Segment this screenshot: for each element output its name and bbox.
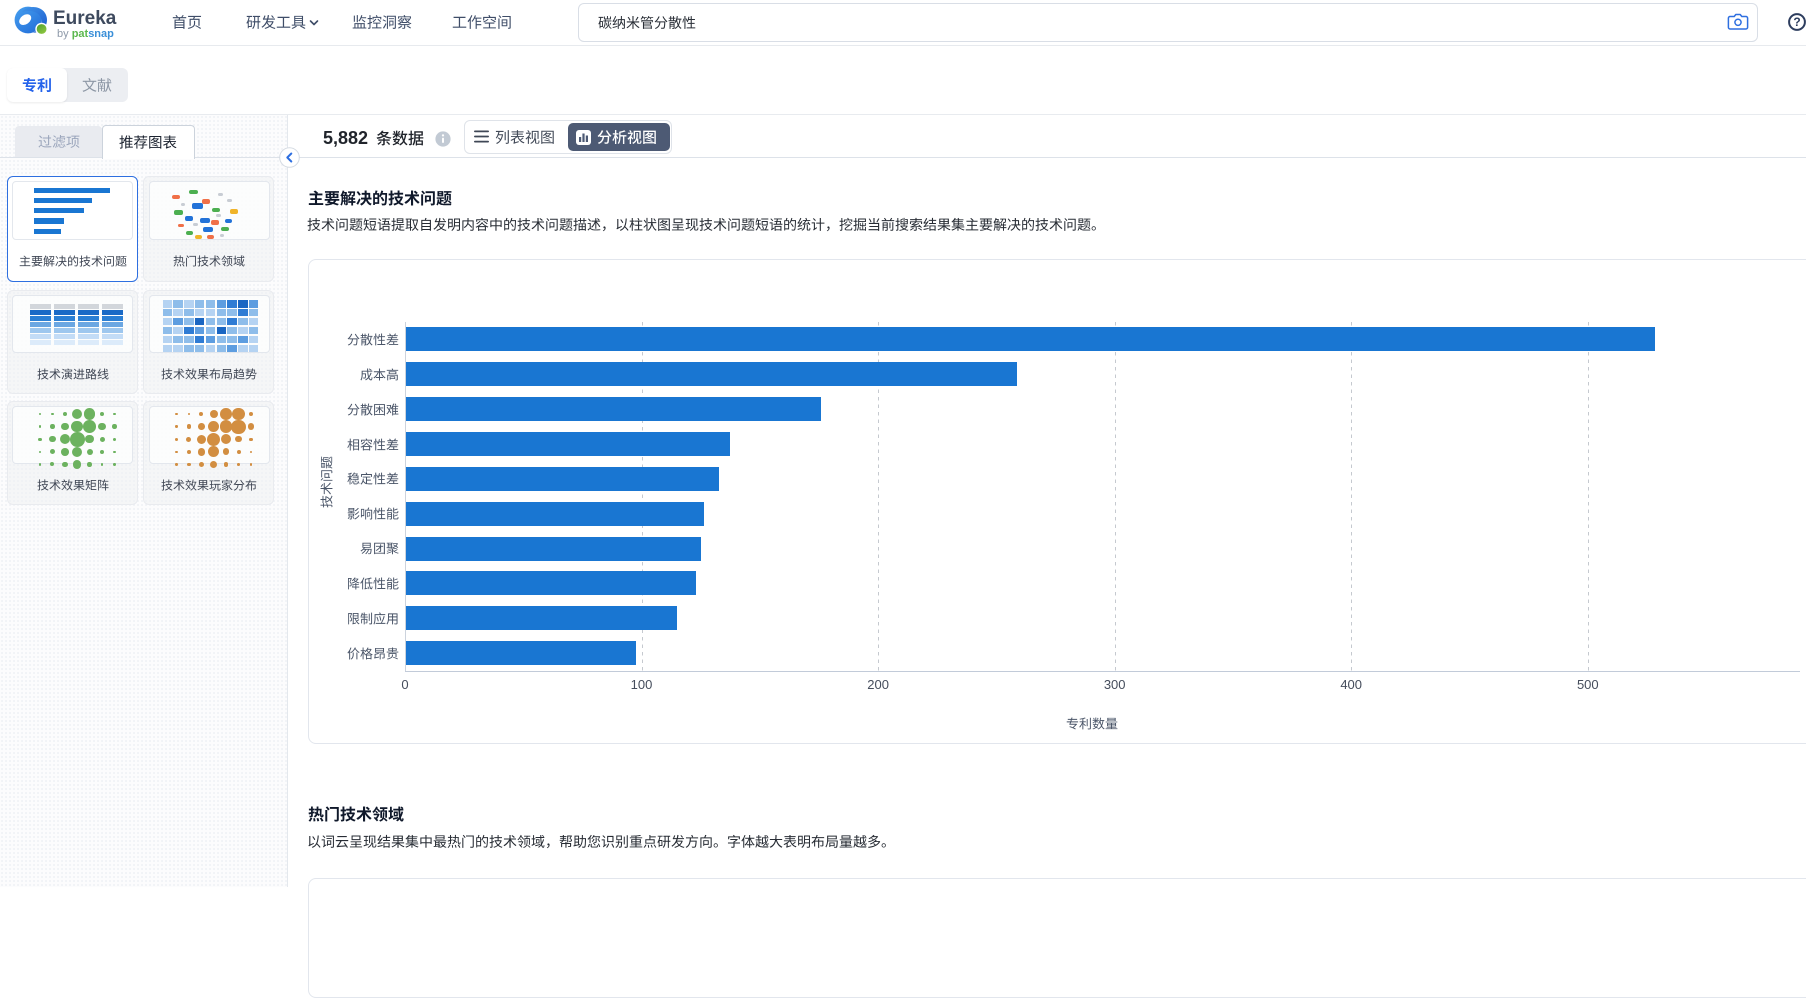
svg-text:?: ? <box>1793 15 1800 29</box>
